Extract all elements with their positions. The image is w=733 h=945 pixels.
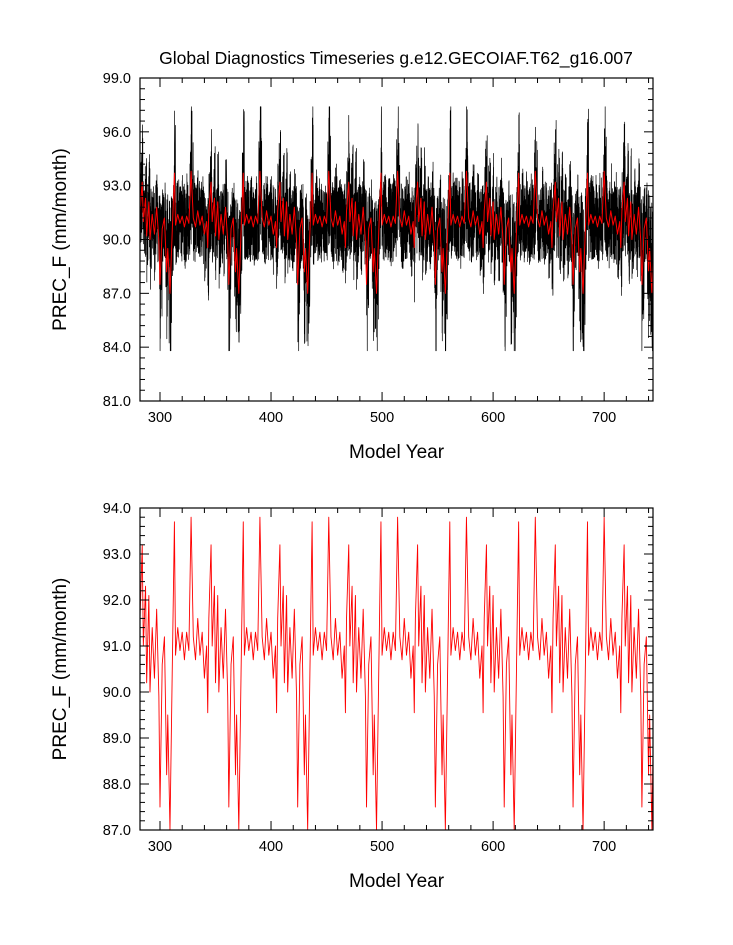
x-tick-label: 700 [592, 410, 616, 426]
x-tick-label: 300 [148, 410, 172, 426]
y-tick-label: 91.0 [103, 639, 131, 655]
y-tick-label: 92.0 [103, 593, 131, 609]
y-tick-label: 99.0 [103, 71, 131, 87]
series-line-annual [140, 516, 653, 830]
y-axis-label: PREC_F (mm/month) [50, 148, 71, 331]
x-tick-label: 600 [481, 410, 505, 426]
y-tick-label: 84.0 [103, 340, 131, 356]
x-tick-label: 500 [370, 410, 394, 426]
y-tick-label: 88.0 [103, 777, 131, 793]
plot-frame [139, 507, 654, 831]
series-line-annual [140, 170, 653, 294]
x-tick-label: 700 [592, 839, 616, 855]
x-tick-label: 600 [481, 839, 505, 855]
chart-title: Global Diagnostics Timeseries g.e12.GECO… [159, 48, 633, 69]
y-tick-label: 89.0 [103, 731, 131, 747]
bottom-panel: 300 400 500 600 700 87.0 88.0 89.0 90.0 91.0 92.0 9… [50, 501, 654, 892]
x-tick-label: 300 [148, 839, 172, 855]
y-tick-label: 93.0 [103, 547, 131, 563]
y-tick-label: 96.0 [103, 125, 131, 141]
series-line-monthly [140, 106, 653, 352]
y-tick-label: 87.0 [103, 286, 131, 302]
y-tick-label: 90.0 [103, 233, 131, 249]
y-tick-label: 81.0 [103, 394, 131, 410]
y-tick-label: 87.0 [103, 823, 131, 839]
top-panel: 300 400 500 600 700 81.0 84.0 87.0 90.0 93.0 96.0 9… [50, 71, 654, 463]
y-tick-label: 90.0 [103, 685, 131, 701]
y-tick-label: 94.0 [103, 501, 131, 517]
x-axis-label: Model Year [349, 442, 445, 463]
x-tick-label: 500 [370, 839, 394, 855]
x-axis-label: Model Year [349, 871, 445, 892]
y-axis-label: PREC_F (mm/month) [50, 578, 71, 761]
x-tick-label: 400 [259, 839, 283, 855]
x-tick-label: 400 [259, 410, 283, 426]
y-tick-label: 93.0 [103, 179, 131, 195]
